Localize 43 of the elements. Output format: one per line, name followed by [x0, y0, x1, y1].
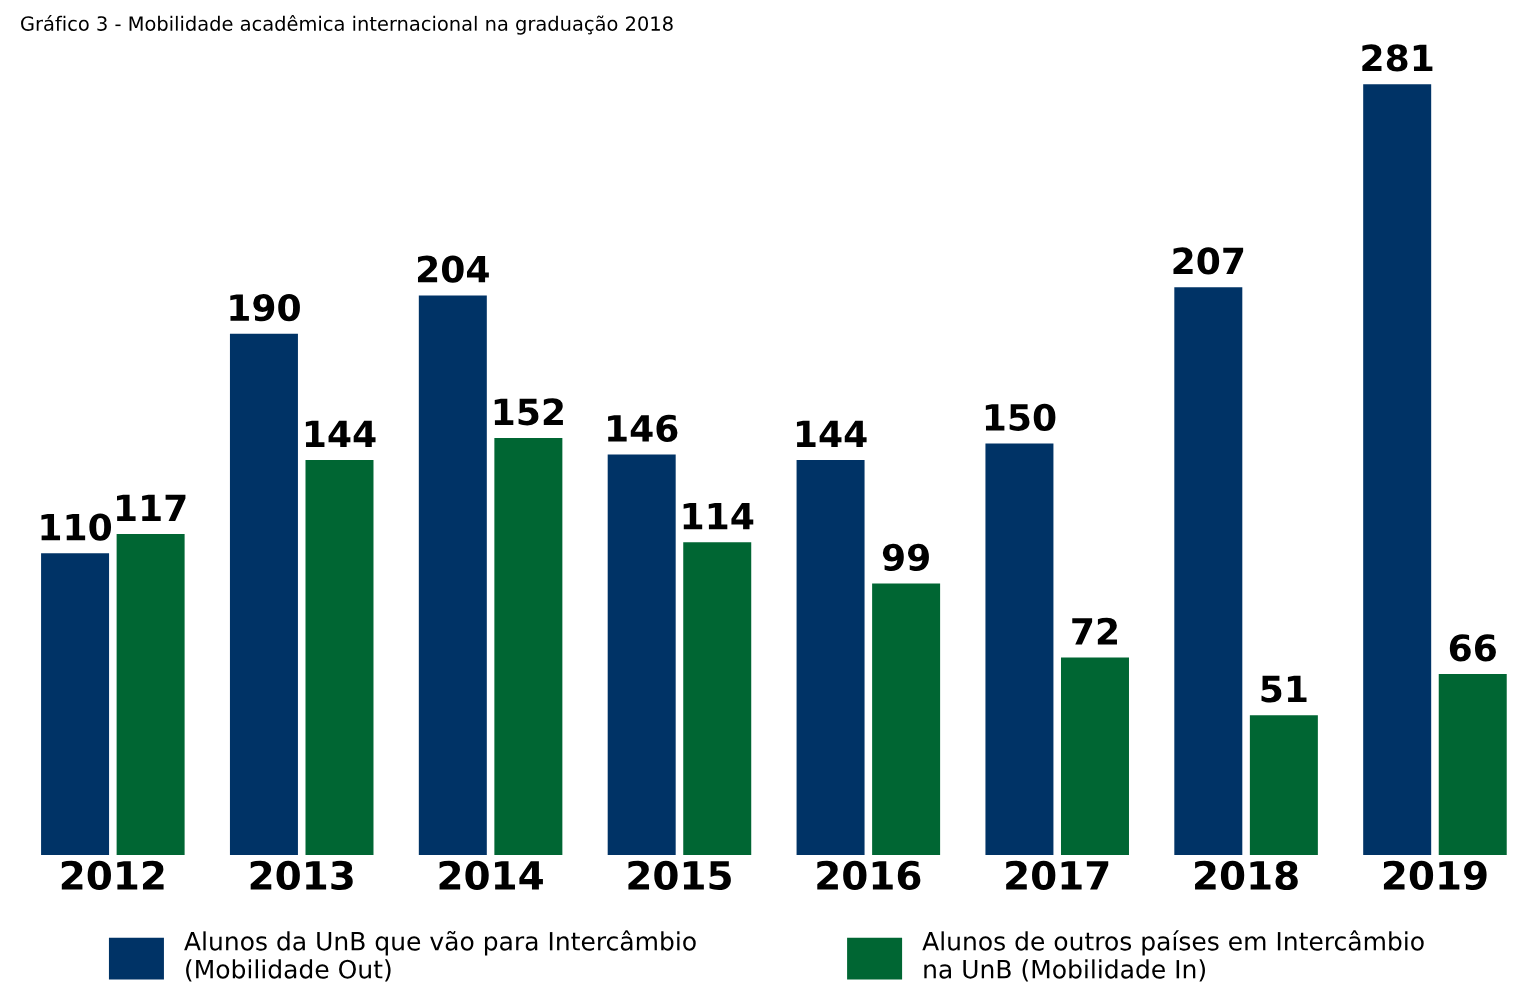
bar [305, 460, 374, 856]
bar [1249, 715, 1318, 856]
x-tick-label: 2014 [439, 860, 543, 891]
data-label: 114 [683, 502, 754, 530]
x-tick-label: 2017 [1006, 860, 1109, 891]
data-label: 110 [41, 513, 112, 541]
bar [41, 553, 110, 856]
x-tick-label: 2016 [817, 860, 921, 891]
bar [872, 583, 941, 856]
bar [1174, 287, 1243, 856]
bar [796, 460, 865, 856]
bar [1060, 657, 1129, 856]
bar [985, 443, 1054, 856]
bar [1363, 84, 1432, 856]
data-label: 117 [117, 494, 186, 522]
x-tick-label: 2019 [1383, 860, 1487, 891]
data-label: 146 [608, 414, 678, 442]
data-label: 190 [230, 293, 300, 322]
bar [1438, 674, 1507, 856]
data-label: 207 [1173, 247, 1244, 275]
bar [418, 295, 487, 856]
data-label: 72 [1072, 617, 1117, 645]
data-label: 144 [796, 420, 867, 447]
bar [229, 333, 298, 856]
data-label: 281 [1362, 44, 1433, 72]
x-tick-label: 2018 [1195, 860, 1298, 891]
data-label: 150 [985, 403, 1056, 432]
data-label: 51 [1261, 675, 1307, 703]
bar [116, 534, 185, 856]
bar [683, 542, 752, 856]
legend-label: Alunos da UnB que vão para Intercâmbio (Mobilidade Out) [184, 930, 696, 982]
data-label: 144 [305, 420, 376, 447]
bar [607, 454, 676, 856]
x-tick-label: 2012 [61, 860, 164, 891]
x-tick-label: 2015 [628, 860, 731, 891]
data-label: 66 [1449, 634, 1496, 662]
legend-label: Alunos de outros países em Intercâmbio na UnB (Mobilidade In) [922, 930, 1424, 982]
data-label: 152 [494, 398, 563, 426]
bar [494, 438, 563, 856]
data-label: 99 [882, 543, 929, 571]
x-tick-label: 2013 [250, 860, 353, 891]
chart-title: Gráfico 3 - Mobilidade acadêmica internacional na graduação 2018 [21, 15, 673, 35]
data-label: 204 [417, 255, 489, 283]
